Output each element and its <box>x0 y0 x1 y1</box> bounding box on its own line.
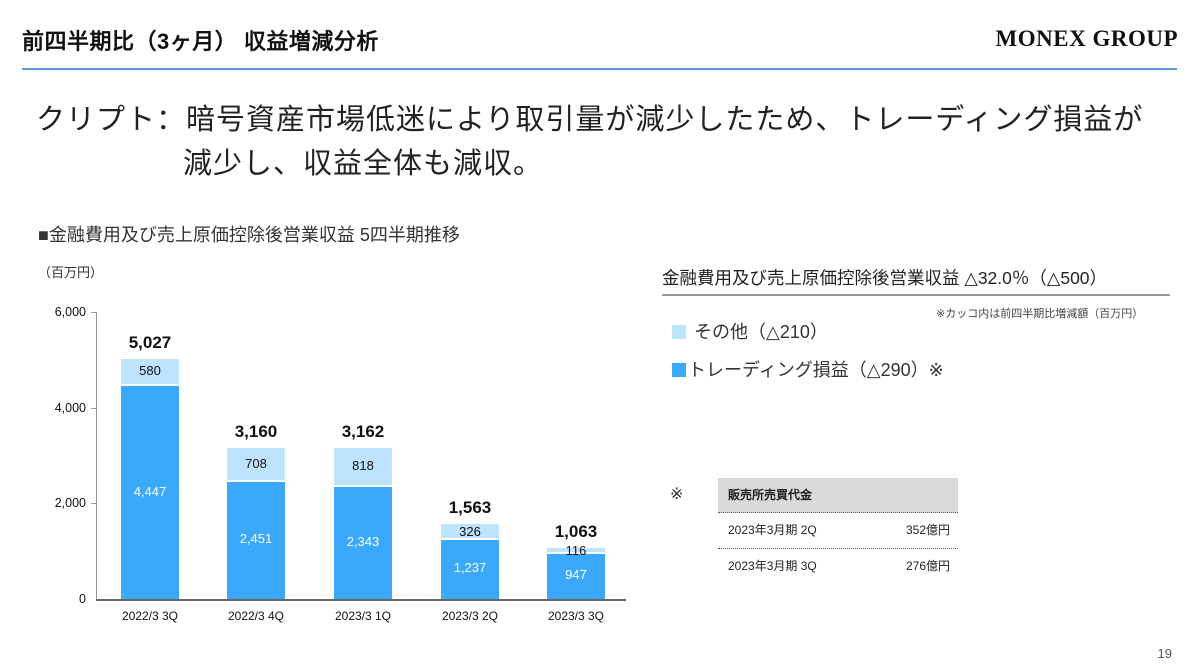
header-divider <box>22 68 1177 70</box>
y-tick-mark <box>91 312 96 313</box>
bar-total-label: 3,162 <box>341 421 385 441</box>
bar-value-label: 4,447 <box>133 483 167 499</box>
legend-label: その他（△210） <box>694 322 828 342</box>
bar-value-label: 818 <box>352 458 374 474</box>
bar-segment-trading: 4,447 <box>121 386 179 599</box>
bar-value-label: 116 <box>565 542 587 558</box>
y-axis <box>96 312 97 600</box>
x-axis <box>96 599 626 601</box>
legend-item-other: その他（△210） <box>672 318 828 344</box>
legend-swatch-icon <box>672 325 686 339</box>
bar-total-label: 1,563 <box>448 498 492 518</box>
table-row: 2023年3月期 2Q 352億円 <box>718 513 958 549</box>
bar-segment-other: 818 <box>334 447 392 487</box>
company-logo: MONEX GROUP <box>995 26 1178 51</box>
reference-table: 販売所売買代金 2023年3月期 2Q 352億円 2023年3月期 3Q 27… <box>718 478 958 584</box>
bar-segment-other: 116 <box>547 543 605 558</box>
row-value: 352億円 <box>905 523 950 537</box>
legend-swatch-icon <box>672 363 686 377</box>
y-tick-label: 0 <box>79 592 86 606</box>
y-tick-label: 2,000 <box>54 496 86 510</box>
bar-value-label: 2,343 <box>346 533 380 549</box>
bar-value-label: 947 <box>565 567 587 583</box>
legend-item-trading: トレーディング損益（△290）※ <box>672 356 944 382</box>
legend-label: トレーディング損益（△290）※ <box>688 360 944 380</box>
x-tick-label: 2023/3 1Q <box>334 609 392 623</box>
summary-divider <box>662 294 1170 296</box>
y-tick-label: 6,000 <box>54 305 86 319</box>
lead-text-line2: 減少し、収益全体も減収。 <box>183 148 544 180</box>
bar-total-label: 3,160 <box>234 421 278 441</box>
bar-segment-trading: 2,451 <box>227 481 285 599</box>
x-tick-label: 2022/3 3Q <box>121 609 179 623</box>
bar-value-label: 580 <box>139 363 161 379</box>
chart-title: ■金融費用及び売上原価控除後営業収益 5四半期推移 <box>38 225 460 245</box>
x-tick-label: 2023/3 2Q <box>441 609 499 623</box>
bar-segment-other: 708 <box>227 447 285 482</box>
summary-title: 金融費用及び売上原価控除後営業収益 △32.0％（△500） <box>662 268 1108 288</box>
summary-note: ※カッコ内は前四半期比増減額（百万円） <box>936 308 1144 320</box>
row-value: 276億円 <box>905 559 950 573</box>
bar-segment-trading: 947 <box>547 553 605 599</box>
x-tick-label: 2023/3 3Q <box>547 609 605 623</box>
bar-value-label: 708 <box>245 455 267 471</box>
row-period: 2023年3月期 3Q <box>728 559 817 573</box>
bar-total-label: 1,063 <box>554 522 598 542</box>
y-tick-label: 4,000 <box>54 401 86 415</box>
bar-segment-trading: 2,343 <box>334 486 392 599</box>
lead-text-line1: クリプト：暗号資産市場低迷により取引量が減少したため、トレーディング損益が <box>36 104 1144 136</box>
bar-segment-trading: 1,237 <box>441 539 499 599</box>
bar-value-label: 1,237 <box>453 560 487 576</box>
y-axis-unit: （百万円） <box>38 265 104 280</box>
x-tick-label: 2022/3 4Q <box>227 609 285 623</box>
bar-segment-other: 580 <box>121 358 179 387</box>
bar-total-label: 5,027 <box>128 332 172 352</box>
bar-value-label: 326 <box>459 524 481 540</box>
table-header: 販売所売買代金 <box>718 478 958 513</box>
table-row: 2023年3月期 3Q 276億円 <box>718 549 958 584</box>
y-tick-mark <box>91 503 96 504</box>
page-number: 19 <box>1157 646 1172 661</box>
bar-segment-other: 326 <box>441 524 499 540</box>
bar-value-label: 2,451 <box>239 531 273 547</box>
reference-mark: ※ <box>670 486 684 503</box>
row-period: 2023年3月期 2Q <box>728 523 817 537</box>
y-tick-mark <box>91 408 96 409</box>
page-title: 前四半期比（3ヶ月） 収益増減分析 <box>22 29 379 54</box>
